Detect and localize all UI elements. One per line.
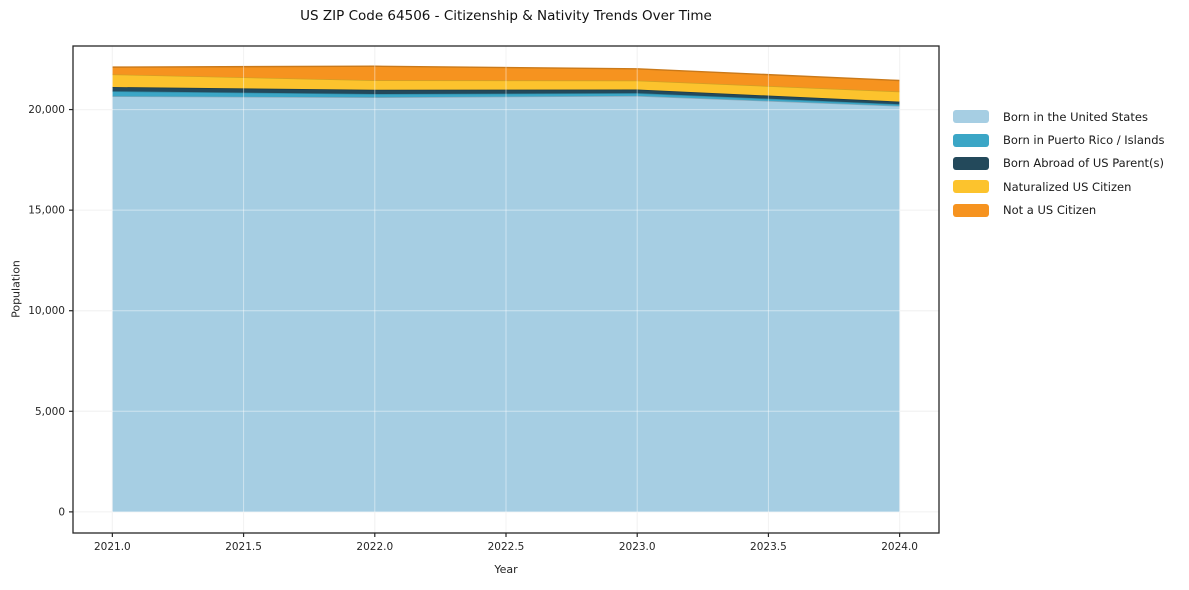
x-tick-label: 2021.5 xyxy=(225,541,262,553)
legend-swatch-icon xyxy=(953,133,989,147)
x-tick-label: 2023.5 xyxy=(750,541,787,553)
x-tick-label: 2022.5 xyxy=(488,541,525,553)
x-axis-label: Year xyxy=(494,563,518,576)
x-tick-label: 2022.0 xyxy=(356,541,393,553)
legend-label: Born Abroad of US Parent(s) xyxy=(1003,156,1164,171)
x-tick-label: 2024.0 xyxy=(881,541,918,553)
y-tick-label: 0 xyxy=(58,506,65,518)
x-tick-label: 2023.0 xyxy=(619,541,656,553)
legend-label: Born in Puerto Rico / Islands xyxy=(1003,133,1165,148)
y-tick-label: 5,000 xyxy=(35,406,65,418)
axis-ticks: 2021.0 2021.5 2022.0 2022.5 2023.0 2023.5 2024… xyxy=(28,104,918,553)
y-tick-label: 20,000 xyxy=(28,104,65,116)
legend-item: Born in Puerto Rico / Islands xyxy=(953,128,1165,151)
legend: Born in the United States Born in Puerto… xyxy=(953,105,1165,222)
y-tick-label: 10,000 xyxy=(28,305,65,317)
legend-item: Born in the United States xyxy=(953,105,1165,128)
legend-item: Born Abroad of US Parent(s) xyxy=(953,152,1165,175)
legend-swatch-icon xyxy=(953,180,989,194)
area-born-in-the-united-states xyxy=(112,95,900,512)
area-born-in-puerto-rico-islands xyxy=(112,91,900,106)
area-not-a-us-citizen xyxy=(112,66,900,92)
legend-swatch-icon xyxy=(953,203,989,217)
legend-swatch-icon xyxy=(953,110,989,124)
legend-item: Not a US Citizen xyxy=(953,199,1165,222)
chart-title: US ZIP Code 64506 - Citizenship & Nativi… xyxy=(300,8,712,24)
legend-label: Not a US Citizen xyxy=(1003,203,1097,218)
legend-swatch-icon xyxy=(953,156,989,170)
legend-item: Naturalized US Citizen xyxy=(953,175,1165,198)
y-tick-label: 15,000 xyxy=(28,205,65,217)
area-naturalized-us-citizen xyxy=(112,74,900,102)
gridlines-over xyxy=(73,46,939,533)
legend-label: Born in the United States xyxy=(1003,109,1148,124)
stacked-areas xyxy=(112,65,900,512)
area-born-abroad-of-us-parent-s- xyxy=(112,87,900,105)
x-tick-label: 2021.0 xyxy=(94,541,131,553)
legend-label: Naturalized US Citizen xyxy=(1003,179,1132,194)
